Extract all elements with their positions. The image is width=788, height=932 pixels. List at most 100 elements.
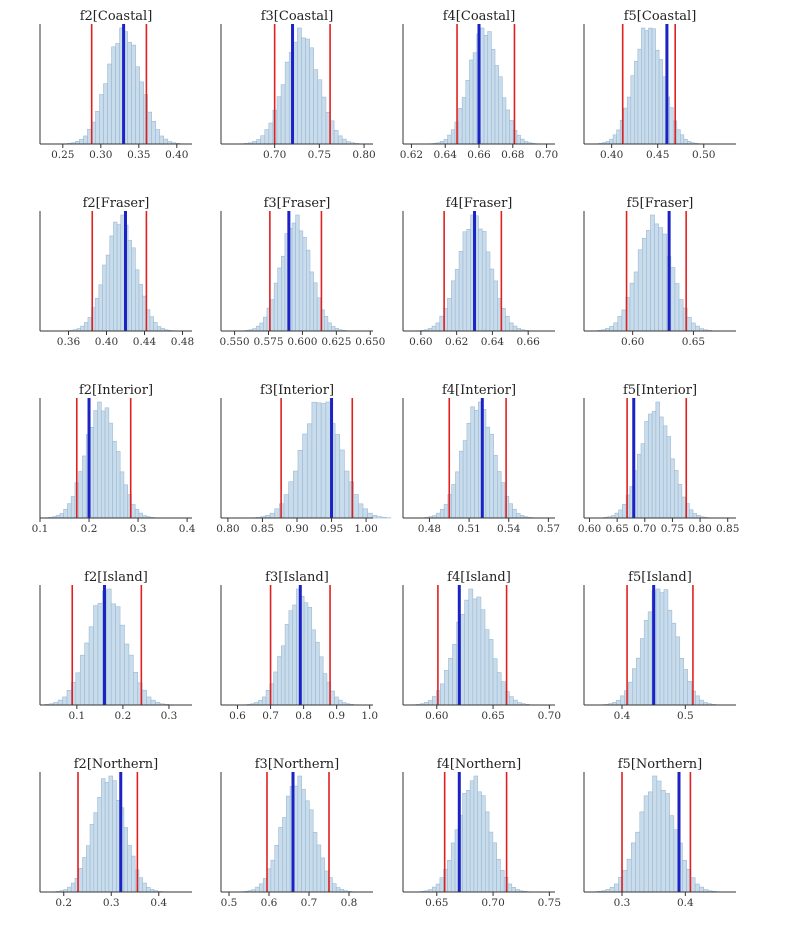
histogram-bar <box>298 776 302 892</box>
histogram-bar <box>617 700 621 705</box>
histogram-bar <box>317 403 322 518</box>
histogram-bar <box>497 673 501 705</box>
histogram-bar <box>671 459 675 518</box>
histogram-bar <box>510 120 514 144</box>
histogram-bar <box>310 48 314 144</box>
histogram-bar <box>502 98 506 144</box>
histogram-bar <box>160 136 164 144</box>
histogram-bar <box>85 643 89 705</box>
histogram-bar <box>428 701 432 705</box>
x-tick-label: 0.66 <box>516 336 540 348</box>
panel-title: f5[Northern] <box>618 757 703 772</box>
histogram-bar <box>84 323 88 331</box>
histogram-bar <box>655 224 659 331</box>
histogram-bar <box>79 472 83 518</box>
panel-title: f4[Island] <box>447 570 511 585</box>
histogram-bar <box>444 670 448 705</box>
histogram-bar <box>659 59 663 144</box>
histogram-bar <box>436 323 440 331</box>
histogram-bar <box>294 786 298 892</box>
histogram-bar <box>517 135 521 144</box>
histogram-bar <box>143 883 147 892</box>
histogram-bar <box>319 657 323 705</box>
bars <box>417 776 530 892</box>
histogram-bar <box>481 796 485 892</box>
histogram-bar <box>614 884 618 892</box>
x-tick-label: 0.57 <box>537 523 560 535</box>
histogram-bar <box>610 139 614 144</box>
histogram-bar <box>103 265 107 331</box>
histogram-bar <box>113 781 117 892</box>
bars <box>429 28 538 144</box>
histogram-bar <box>152 121 156 144</box>
bars <box>45 402 158 518</box>
histogram-bar <box>676 637 680 705</box>
histogram-bar <box>131 505 135 518</box>
histogram-bar <box>285 624 289 705</box>
histogram-bar <box>440 316 444 331</box>
x-tick-label: 0.54 <box>497 523 521 535</box>
histogram-bar <box>298 450 303 518</box>
x-tick-label: 0.50 <box>692 149 715 161</box>
x-tick-label: 0.25 <box>51 149 74 161</box>
histogram-bar <box>275 509 280 518</box>
x-tick-label: 0.6 <box>229 710 246 722</box>
histogram-bar <box>58 700 62 705</box>
histogram-bar <box>132 248 136 331</box>
histogram-bar <box>312 402 317 518</box>
histogram-bar <box>354 495 359 518</box>
histogram-bar <box>100 95 104 144</box>
x-tick-label: 0.36 <box>57 336 81 348</box>
histogram-bar <box>474 776 478 892</box>
x-tick-label: 0.90 <box>285 523 308 535</box>
histogram-bar <box>471 407 475 518</box>
x-tick-label: 0.80 <box>352 149 375 161</box>
histogram-bar <box>156 130 160 144</box>
histogram-bar <box>382 517 387 518</box>
histogram-bar <box>297 28 301 144</box>
histogram-bar <box>482 231 486 331</box>
histogram-bar <box>67 887 71 892</box>
histogram-bar <box>516 513 520 518</box>
histogram-bar <box>334 130 338 144</box>
histogram-bar <box>631 76 635 144</box>
panel-title: f3[Interior] <box>260 383 334 398</box>
histogram-bar <box>688 681 692 705</box>
histogram-bar <box>310 272 314 331</box>
histogram-bar <box>136 67 140 144</box>
histogram-bar <box>634 61 638 144</box>
x-tick-label: 0.70 <box>481 897 504 909</box>
histogram-bar <box>624 108 628 144</box>
panel-title: f5[Fraser] <box>627 196 694 211</box>
histogram-bar <box>656 50 660 144</box>
histogram-bar <box>700 700 704 705</box>
histogram-bar <box>117 225 121 331</box>
histogram-bar <box>509 323 513 331</box>
histogram-bar <box>505 316 509 331</box>
histogram-bar <box>83 858 87 892</box>
histogram-bar <box>469 589 473 705</box>
histogram-bar <box>667 436 671 518</box>
histogram-bar <box>610 326 614 331</box>
histogram-bar <box>674 470 678 518</box>
x-tick-label: 0.48 <box>418 523 441 535</box>
histogram-bar <box>139 513 143 518</box>
histogram-bar <box>467 423 471 518</box>
histogram-bar <box>614 323 618 331</box>
histogram-bar <box>109 423 113 518</box>
histogram-bar <box>645 421 649 518</box>
x-tick-label: 0.8 <box>295 710 312 722</box>
histogram-bar <box>455 472 459 518</box>
histogram-bar <box>271 300 275 331</box>
histogram-bar <box>304 603 308 705</box>
histogram-bar <box>648 612 652 705</box>
x-tick-label: 0.3 <box>614 897 631 909</box>
x-tick-label: 0.40 <box>95 336 118 348</box>
histogram-bar <box>332 884 336 892</box>
histogram-bar <box>440 878 444 892</box>
histogram-bar <box>358 504 363 518</box>
